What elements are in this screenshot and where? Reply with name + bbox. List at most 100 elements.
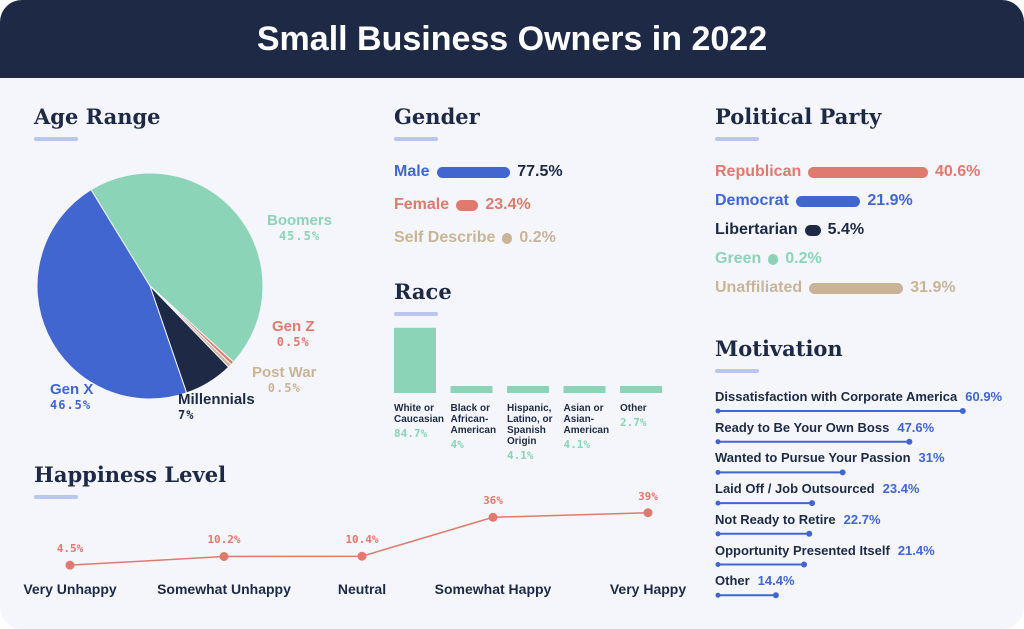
party-value: 0.2% bbox=[785, 250, 822, 267]
motivation-start-dot bbox=[715, 592, 721, 598]
party-row: Republican 40.6% bbox=[715, 163, 980, 181]
motivation-value: 31% bbox=[918, 450, 945, 466]
happiness-category: Very Happy bbox=[609, 581, 687, 597]
party-label: Green bbox=[715, 250, 762, 267]
race-value: 4.1% bbox=[563, 438, 591, 451]
pie-slice-boomers bbox=[90, 172, 264, 363]
slice-name: Gen X bbox=[50, 381, 94, 398]
gender-value: 23.4% bbox=[485, 196, 531, 213]
party-value: 31.9% bbox=[910, 279, 956, 296]
motivation-value: 14.4% bbox=[757, 573, 795, 589]
motivation-start-dot bbox=[715, 500, 721, 506]
race-name: Asian or Asian-American bbox=[563, 403, 610, 436]
motivation-end-dot bbox=[809, 500, 816, 507]
party-value: 21.9% bbox=[867, 192, 913, 209]
pie-label: Millennials 7% bbox=[178, 391, 255, 422]
gender-bar bbox=[502, 232, 513, 244]
page-title: Small Business Owners in 2022 bbox=[0, 0, 1024, 78]
motivation-row: Not Ready to Retire 22.7% bbox=[715, 512, 881, 527]
motivation-start-dot bbox=[715, 531, 721, 537]
happiness-point bbox=[357, 551, 367, 561]
gender-value: 0.2% bbox=[519, 229, 556, 246]
happiness-value: 39% bbox=[638, 489, 658, 503]
gender-label: Male bbox=[394, 163, 430, 180]
party-bar bbox=[795, 195, 861, 207]
race-label: White or Caucasian 84.7% bbox=[394, 403, 449, 439]
race-label: Asian or Asian-American 4.1% bbox=[564, 403, 619, 450]
motivation-row: Dissatisfaction with Corporate America 60… bbox=[715, 389, 1002, 404]
motivation-end-dot bbox=[839, 469, 846, 476]
motivation-start-dot bbox=[715, 469, 721, 475]
happiness-category: Somewhat Unhappy bbox=[157, 581, 291, 597]
party-value: 5.4% bbox=[827, 221, 865, 238]
race-value: 4% bbox=[450, 438, 464, 451]
motivation-label: Not Ready to Retire bbox=[715, 511, 836, 527]
happiness-category: Very Unhappy bbox=[23, 581, 117, 597]
title-underline bbox=[394, 137, 438, 141]
motivation-label: Wanted to Pursue Your Passion bbox=[715, 450, 911, 466]
title-underline bbox=[715, 369, 759, 373]
gender-row: Male 77.5% bbox=[394, 163, 563, 181]
happiness-point bbox=[488, 512, 498, 522]
party-row: Libertarian 5.4% bbox=[715, 221, 864, 239]
happiness-point bbox=[65, 560, 75, 570]
title-underline bbox=[715, 137, 759, 141]
slice-name: Boomers bbox=[267, 212, 333, 229]
slice-name: Millennials bbox=[178, 391, 255, 408]
gender-label: Female bbox=[394, 196, 450, 213]
happiness-value: 36% bbox=[483, 494, 503, 508]
slice-value: 0.5% bbox=[267, 381, 301, 395]
slice-value: 45.5% bbox=[278, 229, 321, 243]
race-bar bbox=[507, 386, 549, 393]
party-row: Unaffiliated 31.9% bbox=[715, 279, 956, 297]
motivation-value: 47.6% bbox=[897, 419, 935, 435]
motivation-row: Laid Off / Job Outsourced 23.4% bbox=[715, 481, 920, 496]
happiness-value: 10.4% bbox=[345, 533, 379, 547]
motivation-start-dot bbox=[715, 562, 721, 567]
section-title: Happiness Level bbox=[34, 462, 227, 487]
gender-row: Female 23.4% bbox=[394, 196, 531, 214]
title-underline bbox=[34, 495, 78, 499]
party-label: Libertarian bbox=[715, 221, 798, 238]
motivation-value: 22.7% bbox=[843, 511, 881, 527]
gender-row: Self Describe 0.2% bbox=[394, 229, 556, 247]
slice-value: 7% bbox=[178, 408, 195, 422]
party-bar bbox=[808, 166, 928, 178]
race-label: Other 2.7% bbox=[620, 403, 675, 428]
motivation-row: Wanted to Pursue Your Passion 31% bbox=[715, 450, 945, 465]
party-bar bbox=[809, 282, 904, 294]
motivation-end-dot bbox=[772, 592, 779, 599]
motivation-start-dot bbox=[715, 439, 721, 445]
slice-value: 46.5% bbox=[50, 398, 92, 412]
race-label: Black or African-American 4% bbox=[451, 403, 506, 450]
happiness-point bbox=[643, 508, 653, 518]
party-row: Green 0.2% bbox=[715, 250, 822, 268]
party-label: Democrat bbox=[715, 192, 789, 209]
motivation-row: Other 14.4% bbox=[715, 573, 795, 588]
happiness-value: 10.2% bbox=[207, 533, 241, 547]
title-underline bbox=[394, 312, 438, 316]
party-row: Democrat 21.9% bbox=[715, 192, 913, 210]
motivation-value: 23.4% bbox=[882, 481, 920, 497]
party-label: Republican bbox=[715, 163, 802, 180]
happiness-value: 4.5% bbox=[56, 542, 84, 556]
race-name: Other bbox=[620, 403, 647, 414]
motivation-label: Opportunity Presented Itself bbox=[715, 542, 890, 558]
pie-label: Post War 0.5% bbox=[252, 364, 316, 395]
gender-bar bbox=[456, 199, 479, 211]
motivation-end-dot bbox=[806, 530, 813, 537]
race-label: Hispanic, Latino, or Spanish Origin 4.1% bbox=[507, 403, 562, 461]
pie-label: Boomers 45.5% bbox=[267, 212, 332, 243]
race-value: 84.7% bbox=[394, 427, 428, 440]
race-bar bbox=[394, 327, 436, 393]
party-value: 40.6% bbox=[935, 163, 981, 180]
race-value: 4.1% bbox=[507, 449, 534, 462]
motivation-label: Ready to Be Your Own Boss bbox=[715, 419, 890, 435]
motivation-label: Other bbox=[715, 573, 750, 589]
section-title: Political Party bbox=[715, 104, 882, 129]
section-title: Race bbox=[394, 279, 452, 304]
slice-name: Gen Z bbox=[272, 318, 315, 335]
pie-label: Gen Z 0.5% bbox=[272, 318, 315, 349]
motivation-value: 21.4% bbox=[897, 542, 935, 558]
motivation-start-dot bbox=[715, 408, 721, 414]
